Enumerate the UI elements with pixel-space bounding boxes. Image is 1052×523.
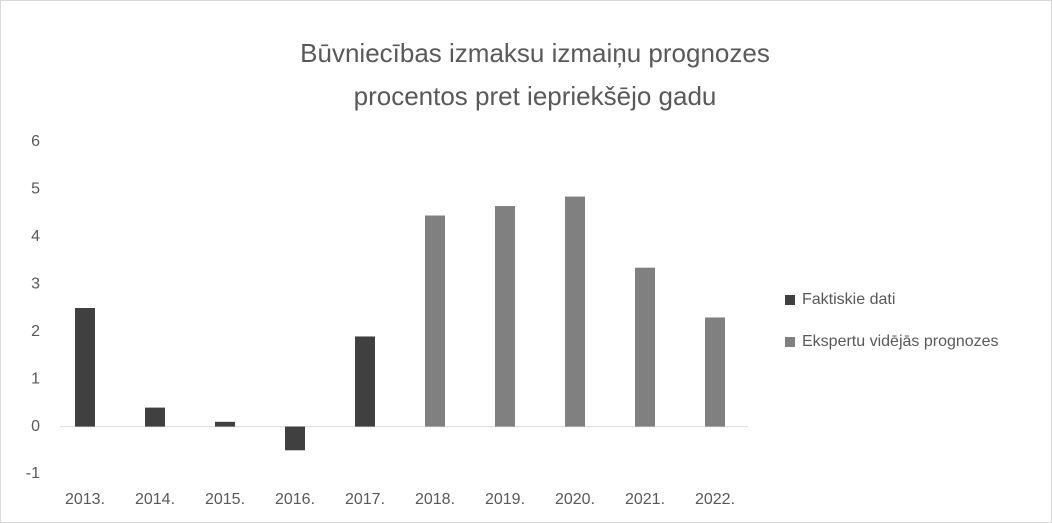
bar <box>145 407 165 427</box>
legend-swatch <box>785 295 795 305</box>
y-tick-label: 1 <box>31 370 40 387</box>
bar <box>635 267 655 427</box>
bar <box>565 196 585 427</box>
y-tick-label: 4 <box>31 228 40 245</box>
x-tick-label: 2018. <box>415 491 455 508</box>
y-tick-label: 5 <box>31 181 40 198</box>
bar <box>495 206 515 427</box>
y-tick-label: 6 <box>31 133 40 150</box>
x-tick-label: 2014. <box>135 491 175 508</box>
bar <box>285 426 305 451</box>
x-tick-label: 2015. <box>205 491 245 508</box>
bar <box>75 308 95 427</box>
x-tick-label: 2022. <box>695 491 735 508</box>
legend-label: Faktiskie dati <box>802 291 895 308</box>
x-tick-label: 2021. <box>625 491 665 508</box>
x-tick-label: 2019. <box>485 491 525 508</box>
chart-title: procentos pret iepriekšējo gadu <box>354 81 717 111</box>
y-tick-label: 0 <box>31 418 40 435</box>
legend-swatch <box>785 337 795 347</box>
bar <box>425 215 445 427</box>
y-tick-label: 2 <box>31 323 40 340</box>
legend-label: Ekspertu vidējās prognozes <box>802 333 999 350</box>
x-tick-label: 2020. <box>555 491 595 508</box>
x-tick-label: 2017. <box>345 491 385 508</box>
bar <box>215 421 235 427</box>
y-tick-label: -1 <box>26 465 40 482</box>
chart-title: Būvniecības izmaksu izmaiņu prognozes <box>300 38 770 68</box>
bar <box>355 336 375 427</box>
bar <box>705 317 725 427</box>
x-tick-label: 2013. <box>65 491 105 508</box>
y-tick-label: 3 <box>31 276 40 293</box>
x-tick-label: 2016. <box>275 491 315 508</box>
